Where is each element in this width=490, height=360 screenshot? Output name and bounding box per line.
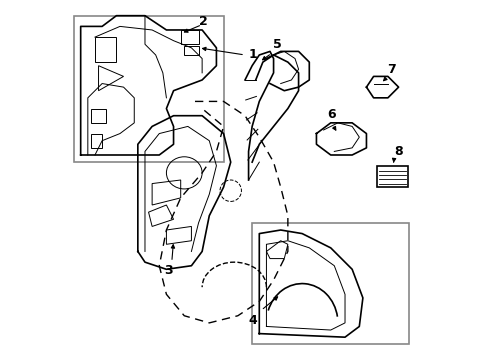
Text: 7: 7 [387,63,395,76]
Bar [181,30,198,44]
Text: 4: 4 [249,314,258,327]
Bar [184,46,198,55]
Text: 1: 1 [248,49,257,62]
Text: 3: 3 [164,264,172,277]
Bar [252,223,409,344]
Text: 8: 8 [394,145,403,158]
Bar [92,109,106,123]
Text: 2: 2 [198,14,207,27]
Bar [377,166,408,187]
Bar [74,16,223,162]
Text: 6: 6 [327,108,336,121]
Bar [92,134,102,148]
Text: 5: 5 [273,38,282,51]
